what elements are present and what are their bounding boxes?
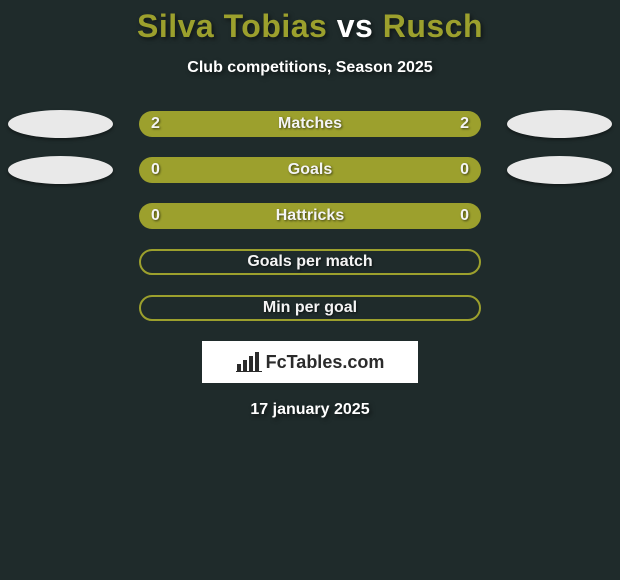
- stat-value-right: 2: [460, 115, 469, 133]
- stat-bar: Goals per match: [139, 249, 481, 275]
- stat-bar: 2 Matches 2: [139, 111, 481, 137]
- stat-bar: Min per goal: [139, 295, 481, 321]
- subtitle: Club competitions, Season 2025: [0, 59, 620, 77]
- stat-value-right: 0: [460, 207, 469, 225]
- infographic-container: Silva Tobias vs Rusch Club competitions,…: [0, 0, 620, 419]
- stat-row: 0 Goals 0: [0, 157, 620, 183]
- logo-text: FcTables.com: [266, 352, 385, 373]
- player2-ellipse: [507, 110, 612, 138]
- stat-row: 2 Matches 2: [0, 111, 620, 137]
- player1-name: Silva Tobias: [137, 8, 327, 44]
- page-title: Silva Tobias vs Rusch: [0, 8, 620, 45]
- stat-bar: 0 Goals 0: [139, 157, 481, 183]
- stat-label: Matches: [278, 115, 342, 133]
- player1-ellipse: [8, 156, 113, 184]
- date-text: 17 january 2025: [0, 401, 620, 419]
- stat-label: Min per goal: [263, 299, 357, 317]
- stat-value-left: 0: [151, 207, 160, 225]
- player2-name: Rusch: [383, 8, 483, 44]
- logo-box: FcTables.com: [202, 341, 418, 383]
- stat-value-left: 2: [151, 115, 160, 133]
- stat-row: Goals per match: [0, 249, 620, 275]
- stat-row: Min per goal: [0, 295, 620, 321]
- stats-bars: 2 Matches 2 0 Goals 0 0 Hattricks 0 Goals per mat…: [0, 111, 620, 321]
- stat-label: Goals: [288, 161, 332, 179]
- vs-text: vs: [337, 8, 374, 44]
- stat-label: Hattricks: [276, 207, 344, 225]
- stat-bar: 0 Hattricks 0: [139, 203, 481, 229]
- stat-label: Goals per match: [247, 253, 372, 271]
- player2-ellipse: [507, 156, 612, 184]
- stat-value-left: 0: [151, 161, 160, 179]
- stat-row: 0 Hattricks 0: [0, 203, 620, 229]
- bar-chart-icon: [236, 352, 262, 372]
- player1-ellipse: [8, 110, 113, 138]
- stat-value-right: 0: [460, 161, 469, 179]
